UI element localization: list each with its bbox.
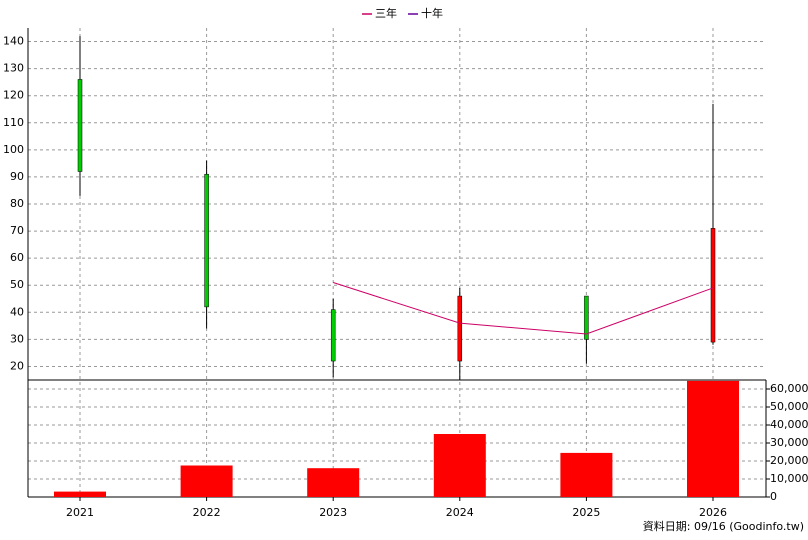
volume-bar (687, 380, 739, 497)
candle-body (77, 79, 83, 172)
candle-body (330, 309, 336, 362)
y2-tick-label: 40,000 (770, 418, 808, 431)
y-tick-label: 100 (3, 143, 24, 156)
y-tick-label: 80 (10, 197, 24, 210)
x-tick-label: 2024 (446, 506, 474, 519)
y2-tick-label: 10,000 (770, 472, 808, 485)
candle-body (457, 295, 463, 362)
y-tick-label: 70 (10, 224, 24, 237)
legend-label: 十年 (421, 6, 443, 20)
y-tick-label: 110 (3, 116, 24, 129)
y2-tick-label: 60,000 (770, 382, 808, 395)
y-tick-label: 140 (3, 35, 24, 48)
y-tick-label: 30 (10, 332, 24, 345)
y-tick-label: 60 (10, 251, 24, 264)
y2-tick-label: 20,000 (770, 454, 808, 467)
x-tick-label: 2022 (193, 506, 221, 519)
y-tick-label: 90 (10, 170, 24, 183)
data-note: 資料日期: 09/16 (Goodinfo.tw) (643, 519, 804, 533)
y-tick-label: 120 (3, 89, 24, 102)
x-tick-label: 2021 (66, 506, 94, 519)
y-tick-label: 130 (3, 62, 24, 75)
y2-tick-label: 30,000 (770, 436, 808, 449)
y2-tick-label: 0 (770, 490, 777, 503)
volume-bar (560, 452, 613, 497)
y2-tick-label: 50,000 (770, 400, 808, 413)
candle-body (710, 228, 716, 343)
volume-bar (180, 465, 233, 497)
line-series (333, 282, 714, 335)
y-tick-label: 50 (10, 278, 24, 291)
x-tick-label: 2026 (699, 506, 727, 519)
y-tick-label: 40 (10, 305, 24, 318)
y-tick-label: 20 (10, 359, 24, 372)
volume-bar (307, 468, 360, 497)
candle-body (584, 295, 589, 340)
volume-bar (433, 434, 486, 497)
volume-bar (54, 491, 106, 497)
legend-label: 三年 (375, 6, 397, 20)
x-tick-label: 2025 (572, 506, 600, 519)
candle-body (204, 173, 209, 308)
x-tick-label: 2023 (319, 506, 347, 519)
